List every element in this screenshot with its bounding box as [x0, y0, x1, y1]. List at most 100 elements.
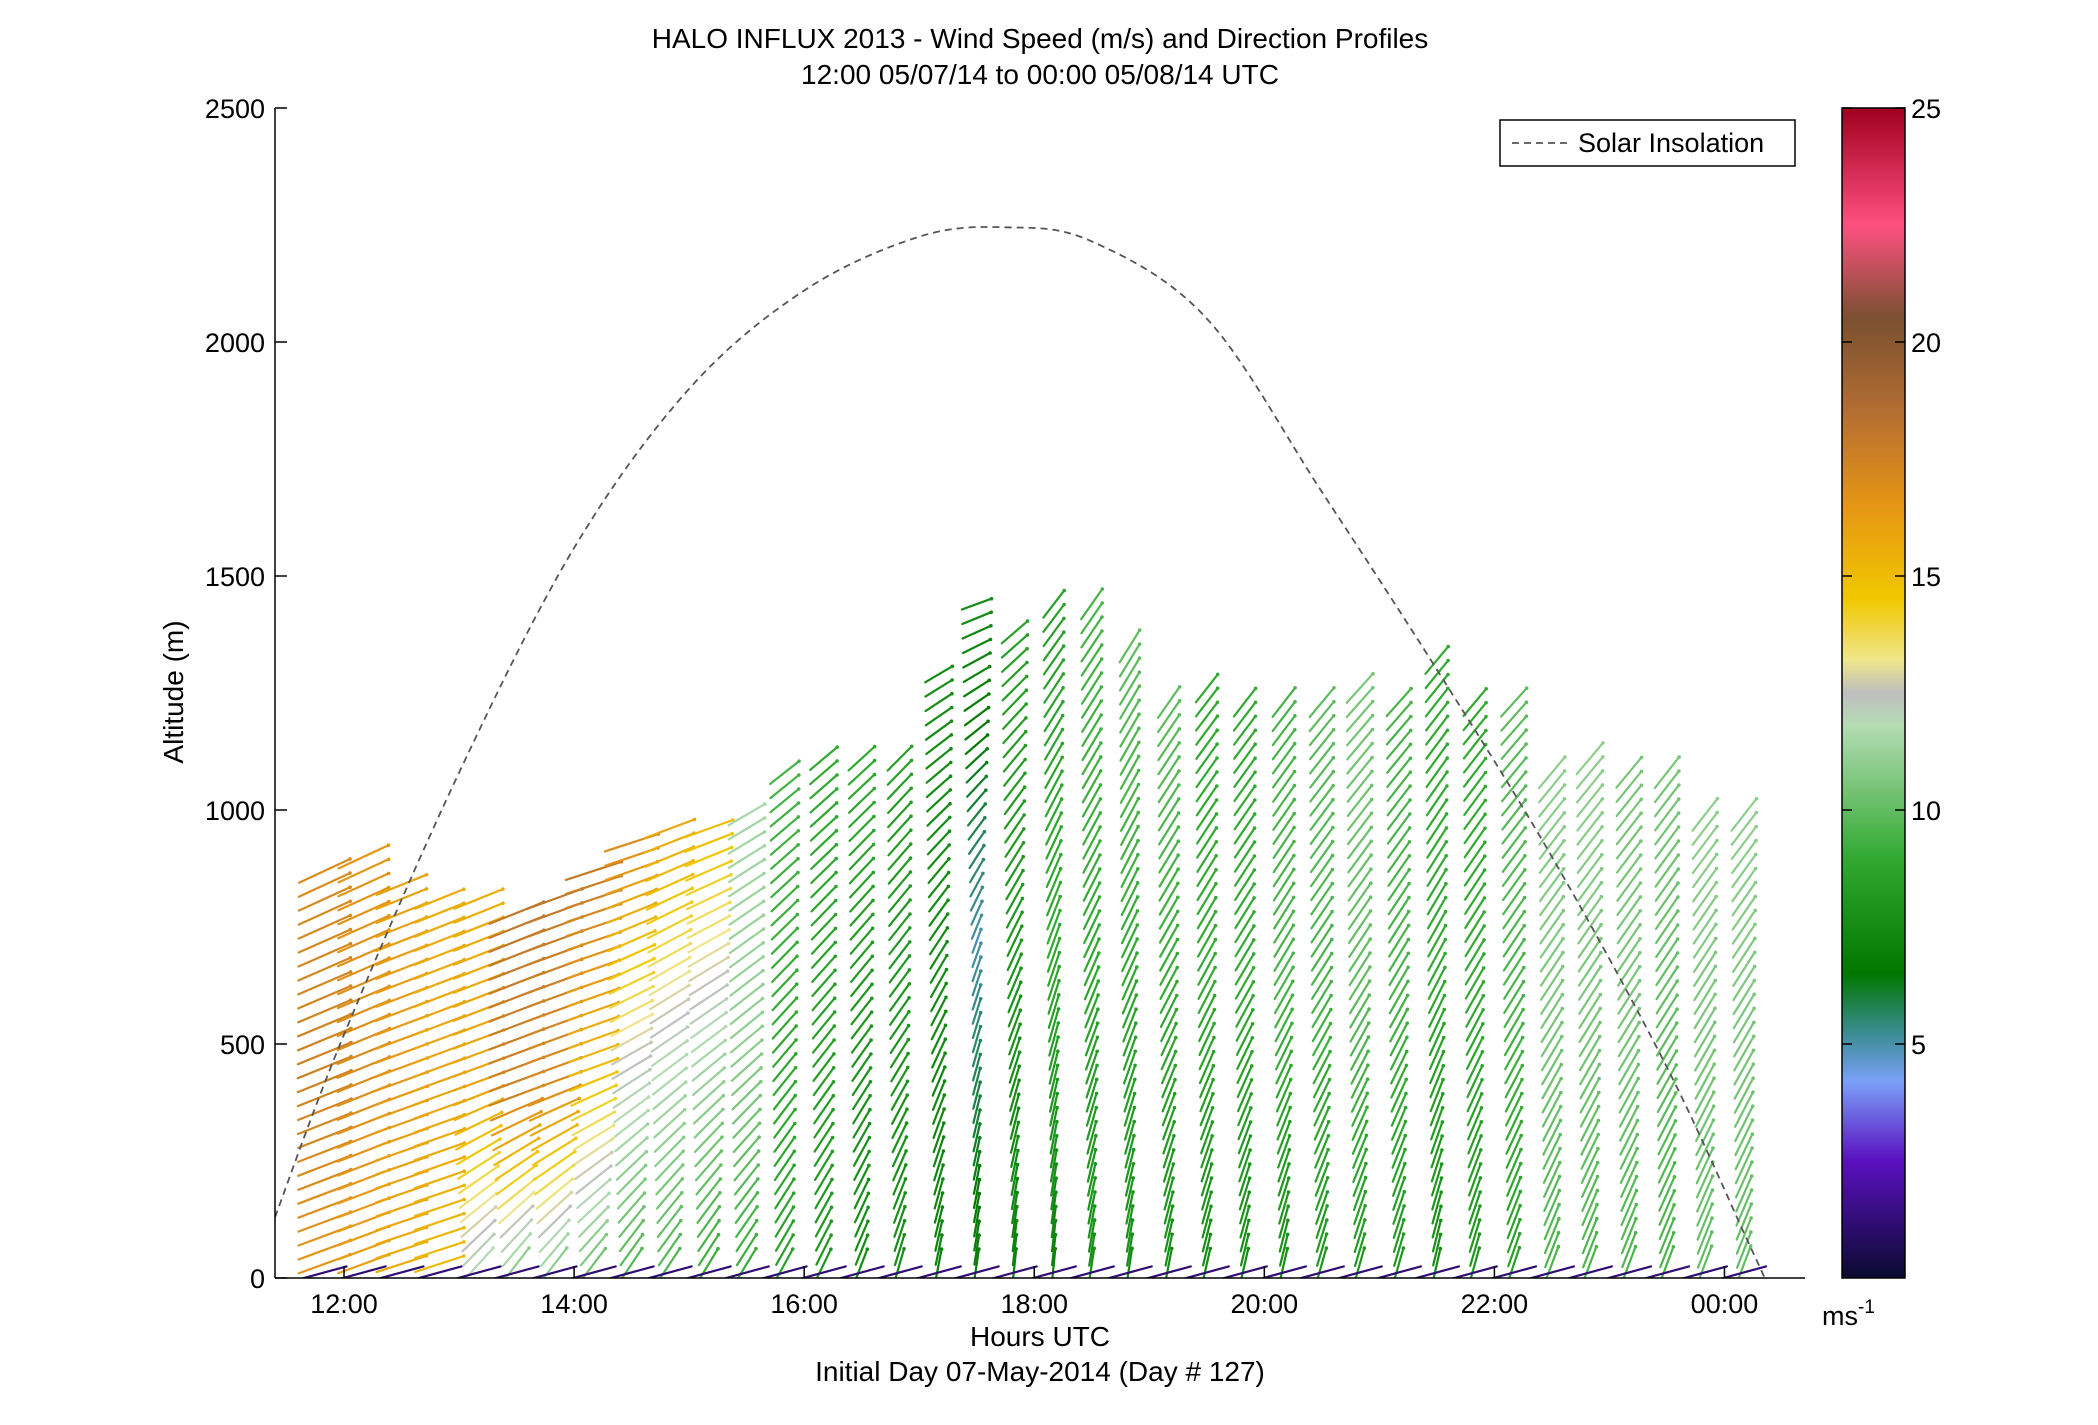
wind-vector-head: [1520, 1091, 1524, 1096]
wind-vector-head: [978, 1024, 983, 1029]
wind-vector-head: [832, 996, 837, 1000]
wind-vector: [1655, 1021, 1678, 1057]
wind-vector-head: [535, 1149, 540, 1154]
x-axis-label: Hours UTC: [970, 1321, 1110, 1352]
wind-vector: [1156, 699, 1181, 734]
wind-vector-head: [1636, 1062, 1641, 1067]
wind-vector: [1158, 854, 1180, 888]
wind-vector-head: [1137, 698, 1141, 703]
wind-vector-head: [1137, 670, 1142, 674]
wind-vector: [689, 983, 729, 1011]
surface-wind-vector: [1336, 1265, 1383, 1278]
wind-vector: [1080, 685, 1103, 719]
wind-vector-head: [1635, 1104, 1640, 1109]
wind-vector-head: [348, 885, 352, 889]
wind-vector: [733, 1163, 760, 1196]
wind-vector: [1195, 715, 1219, 746]
wind-vector-head: [1177, 741, 1181, 745]
wind-vector-head: [1332, 699, 1336, 704]
wind-vector: [613, 1109, 650, 1138]
wind-vector-head: [1291, 895, 1296, 900]
wind-vector: [730, 1039, 764, 1068]
wind-vector: [1694, 1049, 1716, 1086]
wind-vector: [1088, 1233, 1096, 1267]
wind-vector: [892, 1149, 908, 1182]
wind-vector: [1500, 728, 1528, 760]
wind-vector: [1160, 1050, 1177, 1085]
wind-vector: [729, 1011, 764, 1040]
wind-vector-head: [1097, 895, 1102, 899]
wind-vector: [1655, 937, 1679, 973]
wind-vector-head: [1406, 923, 1411, 928]
colorbar-tick-label: 5: [1911, 1030, 1926, 1060]
wind-vector: [570, 1084, 618, 1107]
wind-vector: [1200, 1148, 1214, 1183]
wind-vector-head: [1137, 628, 1142, 632]
wind-vector-head: [1214, 840, 1219, 844]
wind-vector: [686, 901, 732, 925]
wind-vector: [1233, 812, 1256, 845]
wind-vector: [1542, 1147, 1562, 1184]
wind-vector: [1577, 895, 1603, 931]
wind-vector-head: [835, 773, 839, 777]
wind-vector: [1732, 965, 1756, 1002]
wind-vector: [1732, 937, 1757, 973]
wind-vector: [1237, 1120, 1252, 1155]
wind-vector: [1735, 1216, 1753, 1255]
wind-vector-head: [1599, 866, 1604, 871]
wind-vector: [1695, 1146, 1715, 1185]
wind-vector: [1233, 729, 1257, 760]
wind-vector: [733, 1136, 761, 1168]
wind-vector: [1386, 798, 1412, 831]
wind-vector: [931, 1052, 947, 1083]
wind-vector-head: [645, 1136, 649, 1140]
wind-vector-head: [1672, 1175, 1677, 1179]
wind-vector-head: [866, 1205, 870, 1210]
wind-vector-head: [1130, 1232, 1135, 1236]
wind-vector: [1503, 1022, 1525, 1057]
wind-vector-head: [1099, 755, 1103, 759]
wind-vector: [336, 985, 391, 1010]
wind-vector-head: [1055, 1063, 1060, 1068]
wind-vector-head: [830, 1163, 834, 1168]
wind-vector: [1390, 1050, 1408, 1085]
wind-vector-head: [1484, 728, 1488, 733]
wind-vector: [1654, 811, 1680, 846]
x-tick-label: 00:00: [1691, 1289, 1759, 1319]
wind-vector-head: [1714, 852, 1719, 857]
wind-vector-head: [907, 1009, 911, 1014]
wind-vector: [963, 692, 991, 712]
wind-vector-head: [1099, 699, 1104, 703]
wind-vector: [1616, 853, 1642, 888]
wind-vector-head: [1715, 824, 1719, 829]
wind-vector: [1540, 979, 1564, 1015]
wind-vector: [461, 1219, 496, 1253]
wind-vector-head: [1293, 700, 1297, 704]
wind-vector-head: [1327, 1105, 1331, 1110]
wind-vector: [1001, 647, 1029, 673]
wind-vector-head: [1714, 908, 1718, 913]
wind-vector-head: [906, 1037, 911, 1042]
surface-wind-vector: [915, 1265, 962, 1278]
wind-vector-head: [349, 998, 353, 1002]
wind-vector-head: [1406, 937, 1411, 942]
wind-vector-head: [762, 844, 767, 848]
wind-vector: [1501, 798, 1527, 831]
wind-vector: [1043, 658, 1065, 690]
wind-vector-head: [1366, 1035, 1371, 1039]
wind-vector: [1080, 587, 1104, 621]
wind-vector: [1691, 825, 1719, 861]
wind-vector-head: [462, 1211, 466, 1216]
wind-vector: [1046, 881, 1062, 917]
wind-vector-head: [689, 928, 693, 932]
wind-vector-head: [1439, 1162, 1444, 1166]
surface-wind-vector: [570, 1265, 617, 1278]
wind-vector: [849, 885, 875, 913]
wind-vector-head: [1524, 742, 1528, 746]
wind-vector: [1047, 965, 1061, 1001]
wind-vector-head: [1025, 646, 1029, 651]
wind-vector: [1157, 769, 1181, 804]
wind-vector: [1235, 994, 1255, 1028]
wind-vector-head: [1673, 1147, 1677, 1151]
